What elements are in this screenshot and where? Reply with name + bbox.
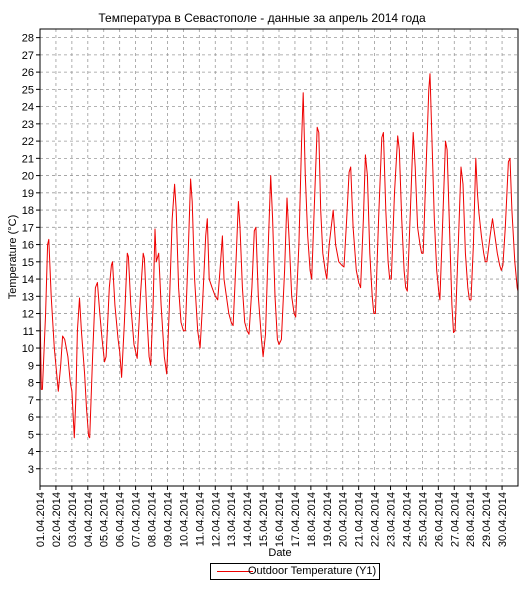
x-tick-label: 28.04.2014	[465, 492, 477, 547]
x-axis-ticks: 01.04.2014 02.04.2014 03.04.2014 04.04.2014…	[35, 486, 509, 547]
x-tick-label: 13.04.2014	[226, 492, 238, 547]
chart-title: Температура в Севастополе - данные за ап…	[98, 11, 426, 25]
x-tick-label: 21.04.2014	[354, 492, 366, 547]
y-tick-label: 7	[28, 395, 34, 407]
x-tick-label: 05.04.2014	[99, 492, 111, 547]
y-tick-label: 14	[22, 274, 34, 286]
x-tick-label: 03.04.2014	[67, 492, 79, 547]
x-tick-label: 11.04.2014	[194, 492, 206, 546]
x-tick-label: 10.04.2014	[178, 492, 190, 547]
y-tick-label: 15	[22, 257, 34, 269]
x-tick-label: 27.04.2014	[449, 492, 461, 547]
x-tick-label: 30.04.2014	[497, 492, 509, 547]
x-tick-label: 23.04.2014	[386, 492, 398, 547]
x-tick-label: 12.04.2014	[210, 492, 222, 547]
y-tick-label: 20	[22, 171, 34, 183]
y-tick-label: 25	[22, 84, 34, 96]
x-axis-label: Date	[268, 547, 291, 559]
x-tick-label: 24.04.2014	[401, 492, 413, 547]
y-tick-label: 23	[22, 119, 34, 131]
x-tick-label: 07.04.2014	[131, 492, 143, 547]
x-tick-label: 09.04.2014	[162, 492, 174, 547]
y-tick-label: 13	[22, 291, 34, 303]
x-tick-label: 22.04.2014	[370, 492, 382, 547]
y-tick-label: 21	[22, 153, 34, 165]
x-tick-label: 15.04.2014	[258, 492, 270, 547]
series-layer	[39, 73, 519, 439]
y-tick-label: 28	[22, 33, 34, 45]
y-tick-label: 6	[28, 412, 34, 424]
x-tick-label: 06.04.2014	[115, 492, 127, 547]
y-tick-label: 9	[28, 360, 34, 372]
y-tick-label: 4	[28, 447, 34, 459]
x-tick-label: 19.04.2014	[322, 492, 334, 547]
x-tick-label: 18.04.2014	[306, 492, 318, 547]
legend-swatch-line	[217, 571, 253, 572]
y-tick-label: 17	[22, 222, 34, 234]
y-tick-label: 27	[22, 50, 34, 62]
x-tick-label: 14.04.2014	[242, 492, 254, 547]
x-tick-label: 01.04.2014	[35, 492, 47, 547]
y-tick-label: 16	[22, 240, 34, 252]
y-tick-label: 11	[23, 326, 34, 338]
x-tick-label: 02.04.2014	[51, 492, 63, 547]
y-tick-label: 12	[22, 309, 34, 321]
y-tick-label: 3	[28, 464, 34, 476]
x-tick-label: 17.04.2014	[290, 492, 302, 547]
plot-frame	[39, 28, 519, 487]
y-tick-label: 10	[22, 343, 34, 355]
y-axis-label: Temperature (°C)	[7, 215, 19, 299]
y-axis-ticks: 3 4 5 6 7 8 9 10 11 12 13 14 15 16 17 18 19 20 21 22 23 24 25 2…	[22, 33, 40, 476]
legend: Outdoor Temperature (Y1)	[210, 563, 380, 580]
x-tick-label: 25.04.2014	[417, 492, 429, 547]
y-tick-label: 5	[28, 429, 34, 441]
y-tick-label: 24	[22, 102, 34, 114]
y-tick-label: 26	[22, 67, 34, 79]
legend-label: Outdoor Temperature (Y1)	[248, 565, 377, 577]
x-tick-label: 08.04.2014	[147, 492, 159, 547]
x-tick-label: 20.04.2014	[338, 492, 350, 547]
series-line-outdoor-temperature	[39, 73, 519, 439]
x-tick-label: 16.04.2014	[274, 492, 286, 547]
y-tick-label: 19	[22, 188, 34, 200]
grid-layer	[39, 29, 518, 486]
x-tick-label: 04.04.2014	[83, 492, 95, 547]
y-tick-label: 22	[22, 136, 34, 148]
x-tick-label: 29.04.2014	[481, 492, 493, 547]
y-tick-label: 18	[22, 205, 34, 217]
x-tick-label: 26.04.2014	[433, 492, 445, 547]
y-tick-label: 8	[28, 378, 34, 390]
